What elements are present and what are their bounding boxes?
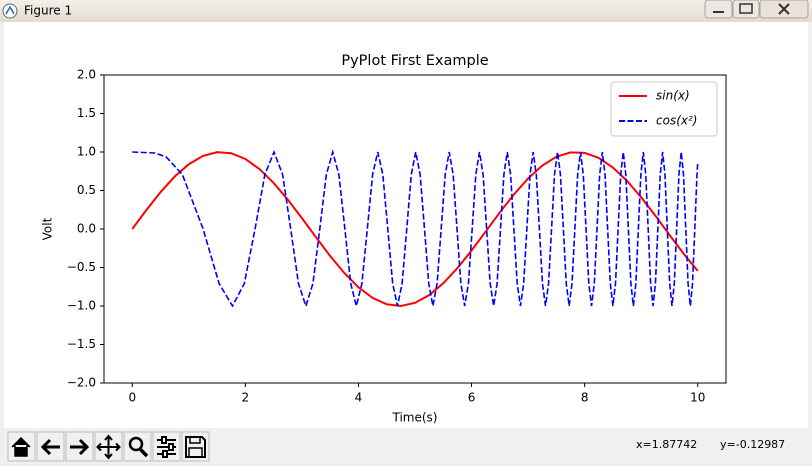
subplots-button[interactable] [152,431,181,462]
y-tick-label: 0.0 [77,222,96,236]
x-tick-label: 2 [242,391,250,405]
zoom-button[interactable] [123,431,152,462]
app-icon [2,3,18,19]
y-tick-label: 1.0 [77,145,96,159]
minimize-button[interactable] [704,0,733,19]
legend-label: cos(x²) [656,114,697,128]
y-tick-label: 2.0 [77,68,96,82]
x-tick-label: 0 [128,391,136,405]
x-tick-label: 8 [581,391,589,405]
status-x: x=1.87742 [636,438,697,451]
x-axis-label: Time(s) [392,411,438,425]
forward-button[interactable] [65,431,94,462]
x-tick-label: 4 [355,391,363,405]
y-tick-label: −1.5 [67,337,96,351]
x-tick-label: 6 [468,391,476,405]
y-tick-label: −1.0 [67,299,96,313]
series-line [132,149,699,309]
save-button[interactable] [181,431,210,462]
y-tick-label: 0.5 [77,183,96,197]
maximize-button[interactable] [732,0,760,19]
plot: PyPlot First Example Time(s) Volt 0 2 4 6 8 1… [41,53,727,425]
home-button[interactable] [7,431,36,462]
y-tick-label: 1.5 [77,106,96,120]
title-bar [0,0,812,22]
y-axis-label: Volt [41,217,55,240]
y-tick-label: −0.5 [67,260,96,274]
y-tick-label: −2.0 [67,376,96,390]
back-button[interactable] [36,431,65,462]
window-title: Figure 1 [24,4,72,18]
x-tick-label: 10 [690,391,705,405]
pan-button[interactable] [94,431,123,462]
close-button[interactable] [759,0,809,19]
legend-label: sin(x) [656,89,690,103]
status-y: y=-0.12987 [720,438,785,451]
axes-frame [103,74,727,384]
chart-title: PyPlot First Example [341,53,488,69]
